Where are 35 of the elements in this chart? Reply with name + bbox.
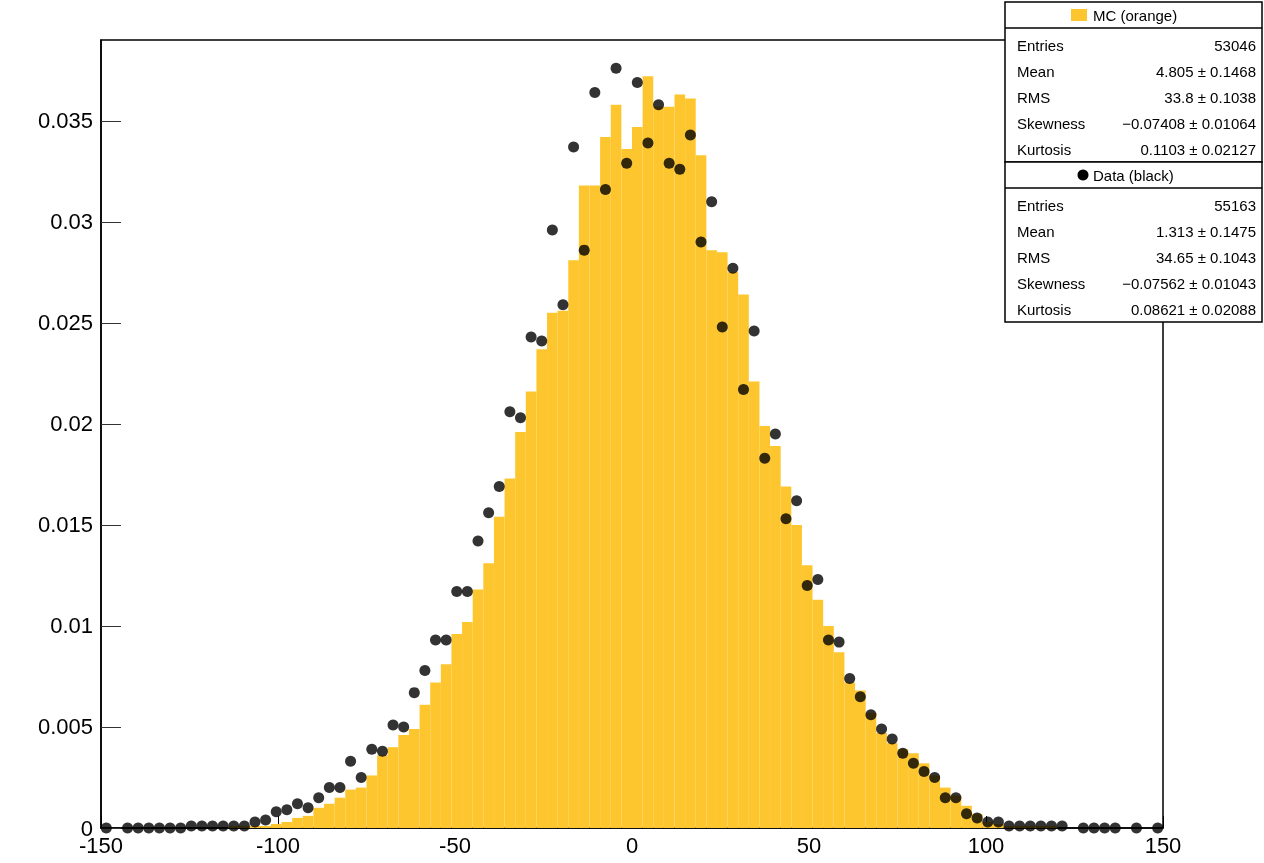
annotation: Entries — [1017, 196, 1064, 214]
annotation: 1.313 ± 0.1475 — [1156, 222, 1256, 240]
x-tick-label: 150 — [1144, 832, 1182, 858]
annotation: Mean — [1017, 62, 1055, 80]
annotation: RMS — [1017, 88, 1051, 106]
legend-label: Data (black) — [1093, 166, 1174, 184]
annotation: −0.07408 ± 0.01064 — [1122, 114, 1256, 132]
y-tick-label: 0.005 — [37, 714, 93, 740]
y-tick-label: 0.01 — [50, 613, 93, 639]
legend-label: MC (orange) — [1093, 6, 1178, 24]
text: 53046 — [1214, 36, 1256, 54]
annotation: −0.07562 ± 0.01043 — [1122, 274, 1256, 292]
annotation: Kurtosis — [1017, 140, 1072, 158]
annotation: RMS — [1017, 248, 1051, 266]
annotation: Skewness — [1017, 274, 1086, 292]
annotation: Entries — [1017, 36, 1064, 54]
annotation: 0.1103 ± 0.02127 — [1140, 140, 1256, 158]
y-tick-label: 0.035 — [37, 108, 93, 134]
annotation: 4.805 ± 0.1468 — [1156, 62, 1256, 80]
y-tick-label: 0.02 — [50, 411, 93, 437]
annotation: 0.08621 ± 0.02088 — [1130, 300, 1256, 318]
x-tick-label: -100 — [255, 832, 301, 858]
x-tick-label: 0 — [625, 832, 639, 858]
annotation: Kurtosis — [1017, 300, 1072, 318]
y-tick-label: 0.03 — [50, 209, 93, 235]
annotation: Mean — [1017, 222, 1055, 240]
y-tick-label: 0.015 — [37, 512, 93, 538]
text: 55163 — [1214, 196, 1256, 214]
x-tick-label: 50 — [796, 832, 822, 858]
annotation: 34.65 ± 0.1043 — [1156, 248, 1256, 266]
text: 33.8 ± 0.1038 — [1164, 88, 1256, 106]
y-tick-label: 0.025 — [37, 310, 93, 336]
x-tick-label: -50 — [439, 832, 471, 858]
annotation: Skewness — [1017, 114, 1086, 132]
x-tick-label: 100 — [967, 832, 1005, 858]
